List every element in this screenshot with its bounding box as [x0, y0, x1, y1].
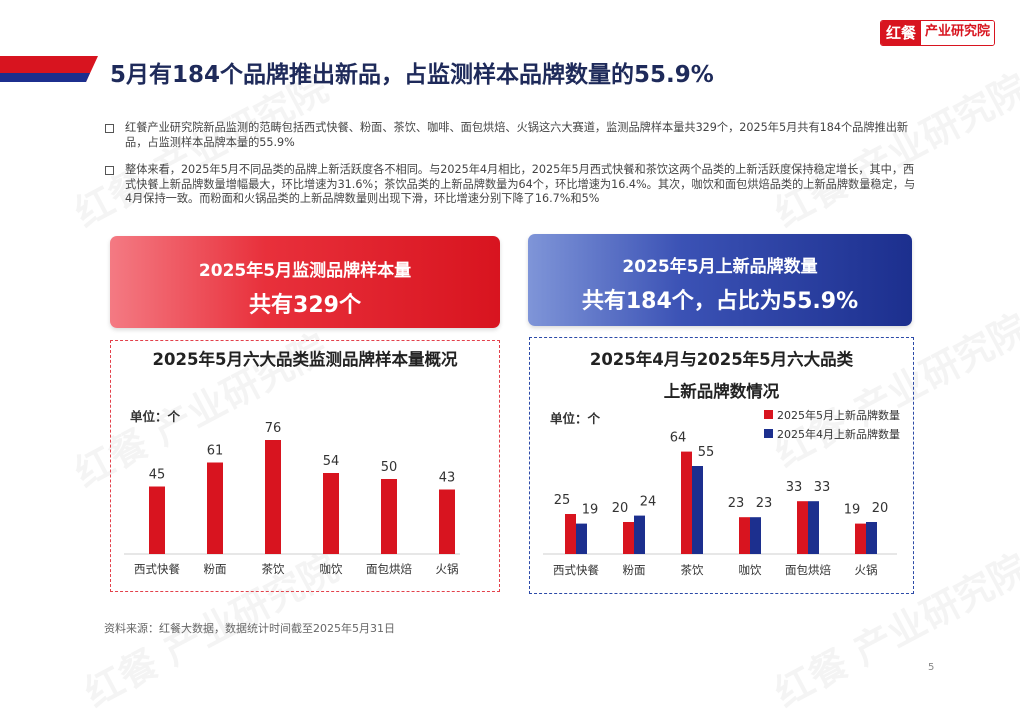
bullet-text: 整体来看，2025年5月不同品类的品牌上新活跃度各不相同。与2025年4月相比，… [125, 163, 916, 205]
new-brands-chart-panel [529, 337, 914, 594]
data-label: 64 [670, 431, 687, 446]
chart-title: 2025年4月与2025年5月六大品类 [589, 350, 854, 369]
bar [808, 501, 819, 554]
bar [692, 466, 703, 554]
bar [576, 523, 587, 554]
x-tick-label: 火锅 [436, 562, 459, 576]
chart-unit: 单位：个 [130, 409, 181, 424]
bar [750, 517, 761, 554]
bullet-square-icon [105, 124, 114, 133]
x-tick-label: 粉面 [204, 562, 227, 576]
legend-label: 2025年4月上新品牌数量 [777, 427, 900, 441]
source-note: 资料来源：红餐大数据，数据统计时间截至2025年5月31日 [104, 622, 395, 635]
data-label: 33 [814, 480, 831, 495]
bar [797, 501, 808, 554]
page-number: 5 [928, 662, 935, 673]
banner-value: 共有329个 [249, 293, 361, 318]
data-label: 33 [786, 480, 803, 495]
legend-swatch-red [764, 410, 773, 419]
x-tick-label: 火锅 [855, 563, 878, 577]
chart-legend: 2025年5月上新品牌数量 2025年4月上新品牌数量 [764, 405, 900, 443]
x-tick-label: 面包烘焙 [785, 563, 831, 577]
bar [855, 523, 866, 554]
banner-label: 2025年5月上新品牌数量 [622, 257, 818, 277]
legend-item: 2025年5月上新品牌数量 [764, 405, 900, 424]
chart-title: 2025年5月六大品类监测品牌样本量概况 [152, 350, 458, 369]
data-label: 23 [728, 496, 745, 511]
bar [866, 522, 877, 554]
new-brands-banner: 2025年5月上新品牌数量 共有184个，占比为55.9% [528, 234, 912, 326]
page-title: 5月有184个品牌推出新品，占监测样本品牌数量的55.9% [110, 62, 714, 88]
data-label: 50 [381, 460, 398, 475]
bullet-text: 红餐产业研究院新品监测的范畴包括西式快餐、粉面、茶饮、咖啡、面包烘焙、火锅这六大… [125, 121, 909, 149]
sample-size-bar-chart: 45 西式快餐 61 粉面 76 茶饮 54 咖饮 50 面包烘焙 43 火锅 [124, 421, 460, 576]
bullet-square-icon [105, 166, 114, 175]
data-label: 43 [439, 471, 456, 486]
brand-logo: 红餐 产业研究院 [880, 20, 996, 46]
banner-value: 共有184个，占比为55.9% [581, 289, 859, 314]
data-label: 24 [640, 495, 657, 510]
x-tick-label: 面包烘焙 [366, 562, 412, 576]
data-label: 20 [612, 501, 629, 516]
bar [681, 451, 692, 554]
legend-label: 2025年5月上新品牌数量 [777, 408, 900, 422]
bar [739, 517, 750, 554]
x-tick-label: 粉面 [623, 563, 646, 577]
data-label: 19 [582, 503, 599, 518]
bar [265, 440, 281, 554]
bar [149, 486, 165, 554]
data-label: 19 [844, 503, 861, 518]
header-accent-bar [0, 56, 98, 82]
bar [439, 489, 455, 554]
data-label: 54 [323, 454, 340, 469]
bullet-item: 红餐产业研究院新品监测的范畴包括西式快餐、粉面、茶饮、咖啡、面包烘焙、火锅这六大… [105, 121, 920, 150]
x-tick-label: 茶饮 [681, 563, 704, 577]
data-label: 45 [149, 468, 166, 483]
data-label: 55 [698, 445, 715, 460]
logo-sub: 产业研究院 [921, 21, 995, 45]
x-tick-label: 西式快餐 [134, 562, 180, 576]
bar [565, 514, 576, 554]
bar [634, 515, 645, 554]
x-tick-label: 茶饮 [262, 562, 285, 576]
x-tick-label: 咖饮 [320, 562, 343, 576]
sample-chart-panel [110, 340, 500, 592]
sample-size-banner: 2025年5月监测品牌样本量 共有329个 [110, 236, 500, 328]
x-tick-label: 西式快餐 [553, 563, 599, 577]
x-tick-label: 咖饮 [739, 563, 762, 577]
data-label: 20 [872, 501, 889, 516]
bar [207, 462, 223, 554]
data-label: 25 [554, 493, 571, 508]
bullet-item: 整体来看，2025年5月不同品类的品牌上新活跃度各不相同。与2025年4月相比，… [105, 163, 920, 207]
legend-swatch-blue [764, 429, 773, 438]
legend-item: 2025年4月上新品牌数量 [764, 424, 900, 443]
new-brands-grouped-bar-chart: 25 19 西式快餐 20 24 粉面 64 55 茶饮 23 23 咖饮 33 33 面包烘焙 19 20 火锅 [543, 431, 897, 577]
banner-label: 2025年5月监测品牌样本量 [198, 261, 412, 281]
chart-unit: 单位：个 [550, 411, 601, 426]
bar [623, 522, 634, 554]
data-label: 23 [756, 496, 773, 511]
bar [381, 479, 397, 554]
bar [323, 473, 339, 554]
data-label: 61 [207, 444, 224, 459]
logo-brand: 红餐 [881, 21, 922, 45]
chart-title-line2: 上新品牌数情况 [663, 382, 780, 401]
data-label: 76 [265, 421, 282, 436]
